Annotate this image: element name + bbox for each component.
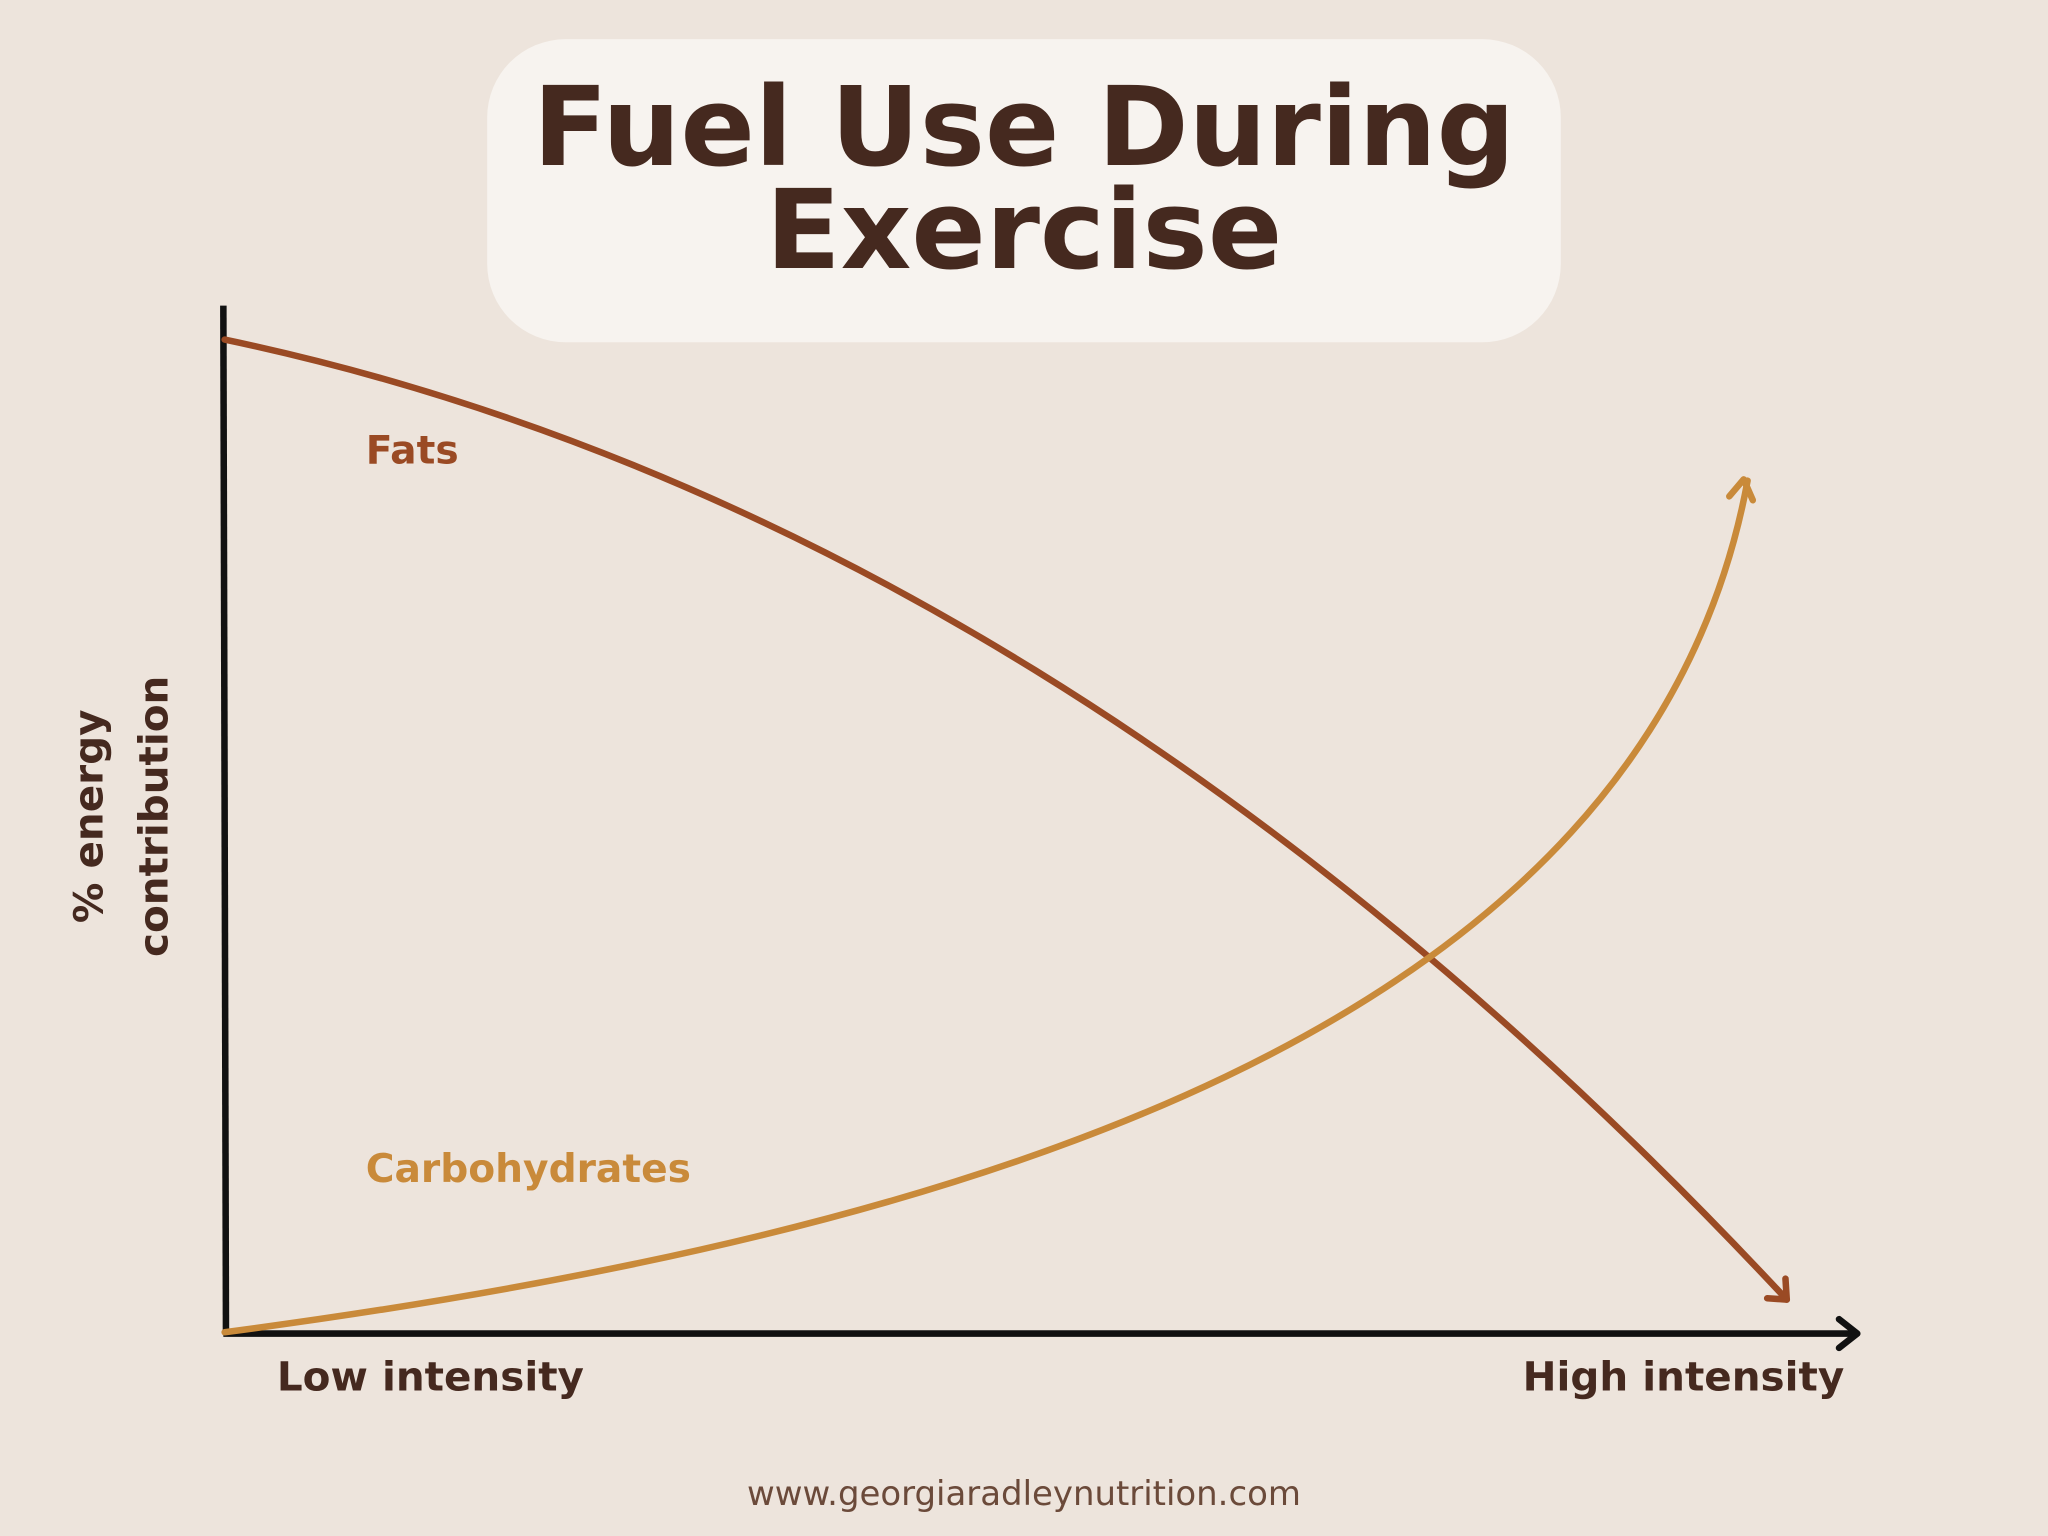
x-axis-arrow [1835,1315,1861,1352]
footer-url: www.georgiaradleynutrition.com [747,1474,1301,1514]
x-start-label: Low intensity [277,1352,584,1400]
carbohydrates-label: Carbohydrates [366,1147,691,1192]
fats-label: Fats [366,429,459,474]
fats-arrow [1763,1275,1791,1303]
y-label-line: contribution [130,676,178,957]
carbohydrates-curve [221,477,1751,1336]
y-axis [220,305,230,1334]
title-box [487,39,1561,343]
carbohydrates-arrow [1726,476,1757,504]
x-end-label: High intensity [1523,1352,1845,1400]
y-label: % energy contribution [64,676,177,957]
title-line: Fuel Use During [533,63,1515,191]
title-line: Exercise [766,166,1283,294]
fats-curve [221,336,1791,1303]
y-label-line: % energy [64,709,112,923]
